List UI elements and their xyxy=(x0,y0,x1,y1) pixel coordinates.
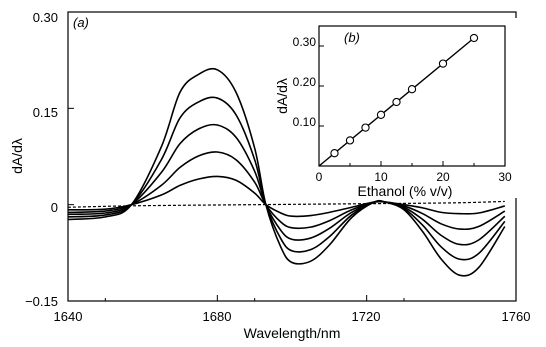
spectrum-series-line xyxy=(67,67,506,277)
inset-y-tick-label: 0.30 xyxy=(293,35,317,49)
y-tick-label: −0.15 xyxy=(25,294,58,309)
y-tick-label: 0.30 xyxy=(33,10,58,25)
inset-chart: 0.30 0.20 0.10 0 10 20 30 Ethanol (% v/v… xyxy=(270,18,520,199)
inset-backdrop xyxy=(270,18,520,198)
inset-data-point xyxy=(345,136,355,145)
inset-data-point xyxy=(376,110,386,119)
inset-data-point xyxy=(392,97,401,107)
inset-x-tick-label: 10 xyxy=(374,170,388,184)
y-tick-label: 0 xyxy=(51,200,58,215)
main-series-group xyxy=(67,67,506,277)
inset-x-tick-label: 30 xyxy=(498,170,512,184)
x-tick-label: 1680 xyxy=(203,309,232,324)
main-ticks xyxy=(67,11,517,302)
y-tick-label: 0.15 xyxy=(33,105,58,120)
x-tick-label: 1640 xyxy=(54,309,83,324)
inset-data-point xyxy=(407,85,417,94)
spectrum-series-line xyxy=(67,123,506,246)
inset-data-point xyxy=(438,59,448,68)
x-tick-label: 1720 xyxy=(352,309,381,324)
x-tick-label: 1760 xyxy=(502,309,531,324)
inset-y-axis-label: dA/dλ xyxy=(274,78,290,114)
spectrum-series-line xyxy=(67,151,506,231)
y-axis-label: dA/dλ xyxy=(9,138,25,174)
inset-x-tick-label: 20 xyxy=(436,170,450,184)
inset-x-tick-label: 0 xyxy=(316,170,323,184)
panel-a-label: (a) xyxy=(73,15,89,30)
inset-data-point xyxy=(361,123,370,132)
inset-marks-group xyxy=(318,33,479,167)
panel-b-label: (b) xyxy=(344,30,360,45)
main-chart: 0.30 0.15 0 −0.15 1640 1680 1720 1760 Wa… xyxy=(9,10,530,341)
inset-data-point xyxy=(469,33,479,43)
inset-y-tick-label: 0.10 xyxy=(293,115,317,129)
spectrum-series-line xyxy=(67,175,506,218)
inset-y-tick-label: 0.20 xyxy=(293,75,317,89)
inset-data-point xyxy=(330,149,339,158)
spectrum-series-line xyxy=(67,96,506,261)
x-axis-label: Wavelength/nm xyxy=(244,325,341,341)
inset-x-axis-label: Ethanol (% v/v) xyxy=(358,183,453,199)
